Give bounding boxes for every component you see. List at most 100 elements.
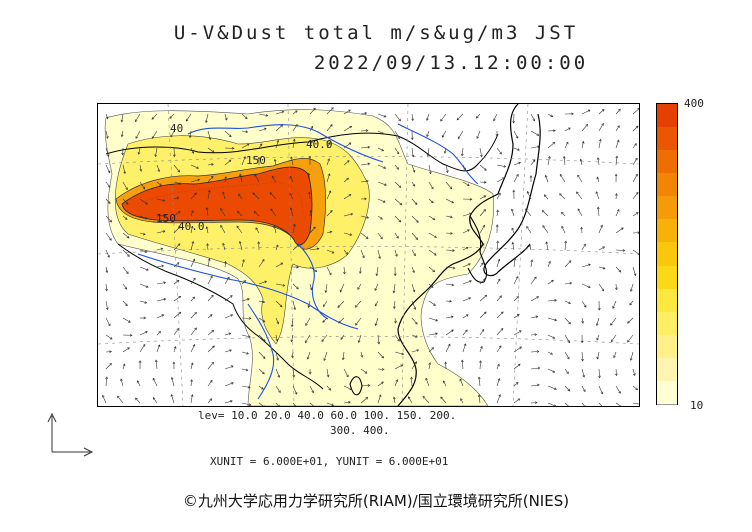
wind-vector-head xyxy=(107,255,110,258)
wind-vector xyxy=(139,344,146,353)
wind-vector-head xyxy=(236,225,240,229)
wind-vector xyxy=(173,328,179,336)
wind-vector xyxy=(207,258,210,268)
wind-vector-head xyxy=(534,401,538,405)
wind-vector xyxy=(394,198,402,206)
wind-vector xyxy=(581,317,584,324)
wind-vector xyxy=(428,198,434,204)
wind-vector-head xyxy=(616,208,620,212)
wind-vector xyxy=(156,164,160,172)
wind-vector xyxy=(496,295,502,302)
wind-vector xyxy=(445,181,453,190)
wind-vector xyxy=(428,249,437,256)
wind-vector xyxy=(630,351,634,361)
wind-vector xyxy=(241,130,248,133)
wind-vector xyxy=(173,280,180,285)
wind-vector xyxy=(326,231,332,234)
wind-vector xyxy=(326,158,330,166)
wind-vector xyxy=(374,283,379,291)
wind-vector-head xyxy=(554,404,557,406)
wind-vector xyxy=(598,283,604,292)
wind-vector-head xyxy=(364,111,368,115)
wind-vector-head xyxy=(125,202,129,205)
wind-vector xyxy=(241,368,248,371)
chart-title: U-V&Dust total m/s&ug/m3 JST xyxy=(173,22,579,44)
wind-vector-head xyxy=(291,355,294,359)
wind-vector-head xyxy=(627,320,630,324)
wind-vector xyxy=(564,402,569,406)
wind-vector-head xyxy=(616,139,620,143)
colorbar-segment xyxy=(657,265,677,291)
wind-vector xyxy=(479,147,482,157)
wind-vector-head xyxy=(245,368,249,372)
wind-vector-head xyxy=(210,275,213,279)
wind-vector xyxy=(326,124,333,132)
wind-vector-head xyxy=(290,156,293,159)
wind-vector xyxy=(563,156,566,166)
wind-vector xyxy=(275,317,279,324)
wind-vector xyxy=(139,266,149,271)
wind-vector xyxy=(580,159,583,166)
wind-vector xyxy=(428,362,431,370)
wind-vector-head xyxy=(481,243,485,246)
wind-vector xyxy=(343,249,348,255)
wind-vector-head xyxy=(637,107,639,111)
wind-vector-head xyxy=(526,226,529,229)
wind-vector-head xyxy=(328,190,332,194)
wind-vector xyxy=(360,249,365,258)
wind-vector xyxy=(610,334,617,342)
wind-vector-head xyxy=(530,259,534,263)
wind-vector xyxy=(394,147,400,155)
wind-vector xyxy=(122,249,130,257)
wind-vector-head xyxy=(279,304,283,308)
wind-vector-head xyxy=(598,138,602,142)
wind-vector-head xyxy=(293,307,297,311)
wind-vector xyxy=(137,380,141,387)
colorbar-segment xyxy=(657,173,677,198)
wind-vector xyxy=(632,368,636,376)
wind-vector-head xyxy=(136,380,140,383)
wind-vector xyxy=(462,181,470,186)
wind-vector-head xyxy=(635,212,639,215)
wind-vector xyxy=(612,300,617,309)
wind-vector xyxy=(122,266,129,274)
wind-vector-head xyxy=(107,185,111,188)
wind-vector-head xyxy=(381,131,385,135)
wind-vector xyxy=(207,176,214,183)
wind-vector-head xyxy=(518,161,521,165)
wind-vector xyxy=(513,162,521,166)
wind-vector-head xyxy=(162,199,166,202)
wind-vector xyxy=(462,297,471,302)
wind-vector-head xyxy=(596,356,600,360)
wind-vector xyxy=(151,113,158,120)
wind-vector-head xyxy=(567,388,571,392)
wind-vector-head xyxy=(262,356,266,359)
wind-vector-head xyxy=(476,136,480,139)
wind-vector-head xyxy=(236,210,240,214)
wind-vector xyxy=(122,181,128,190)
wind-vector xyxy=(224,176,227,183)
wind-vector xyxy=(598,123,604,132)
wind-vector xyxy=(411,266,415,273)
wind-vector-head xyxy=(228,159,232,163)
wind-vector-head xyxy=(207,258,211,261)
wind-vector xyxy=(190,362,193,370)
wind-vector-head xyxy=(395,379,399,383)
wind-vector xyxy=(117,395,124,404)
wind-vector xyxy=(275,402,280,406)
wind-vector xyxy=(615,108,621,115)
wind-vector-head xyxy=(109,238,112,241)
wind-vector xyxy=(139,249,147,253)
wind-vector xyxy=(393,397,396,404)
wind-vector-head xyxy=(375,273,379,277)
wind-vector-head xyxy=(261,259,265,262)
wind-vector xyxy=(462,314,469,319)
wind-vector xyxy=(564,127,571,132)
wind-vector-head xyxy=(497,258,501,262)
wind-vector-head xyxy=(326,374,330,378)
wind-vector xyxy=(105,249,110,258)
wind-vector xyxy=(615,209,620,217)
wind-vector xyxy=(394,113,401,122)
wind-vector xyxy=(275,368,280,378)
wind-vector-head xyxy=(497,363,500,367)
